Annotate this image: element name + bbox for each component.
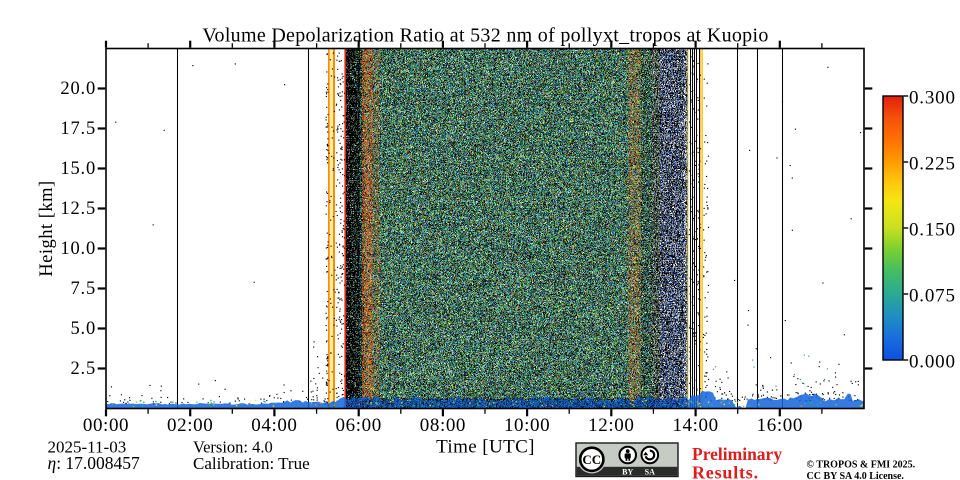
svg-text:20.0: 20.0	[60, 79, 96, 99]
svg-text:Results.: Results.	[692, 463, 759, 480]
svg-text:CC BY SA 4.0 License.: CC BY SA 4.0 License.	[807, 471, 905, 480]
svg-text:0.075: 0.075	[909, 286, 956, 307]
svg-text:Calibration: True: Calibration: True	[193, 454, 310, 473]
svg-text:BY: BY	[622, 468, 633, 477]
svg-text:0.150: 0.150	[909, 220, 956, 241]
svg-text:2025-11-03: 2025-11-03	[48, 437, 127, 456]
svg-text:Preliminary: Preliminary	[692, 444, 782, 464]
svg-text:10.0: 10.0	[60, 239, 96, 259]
svg-text:5.0: 5.0	[70, 319, 96, 339]
svg-text:2.5: 2.5	[70, 359, 96, 379]
svg-text:08:00: 08:00	[420, 415, 466, 436]
svg-text:17.5: 17.5	[60, 119, 96, 139]
svg-text:7.5: 7.5	[70, 279, 96, 299]
svg-text:Time [UTC]: Time [UTC]	[436, 437, 535, 458]
svg-text:12.5: 12.5	[60, 199, 96, 219]
svg-text:06:00: 06:00	[336, 415, 382, 436]
svg-text:Height [km]: Height [km]	[37, 180, 57, 276]
svg-text:η: 17.008457: η: 17.008457	[48, 453, 141, 473]
svg-text:10:00: 10:00	[504, 415, 550, 436]
svg-text:00:00: 00:00	[83, 415, 129, 436]
svg-text:12:00: 12:00	[588, 415, 634, 436]
svg-text:0.225: 0.225	[909, 154, 956, 175]
svg-text:Volume Depolarization Ratio at: Volume Depolarization Ratio at 532 nm of…	[202, 24, 768, 46]
svg-text:02:00: 02:00	[167, 415, 213, 436]
svg-text:SA: SA	[645, 468, 655, 477]
svg-text:16:00: 16:00	[757, 415, 803, 436]
svg-text:04:00: 04:00	[251, 415, 297, 436]
svg-text:0.000: 0.000	[909, 352, 956, 373]
svg-text:14:00: 14:00	[672, 415, 718, 436]
svg-text:Version: 4.0: Version: 4.0	[193, 437, 273, 456]
svg-text:CC: CC	[582, 452, 601, 467]
svg-text:15.0: 15.0	[60, 159, 96, 179]
svg-text:© TROPOS & FMI 2025.: © TROPOS & FMI 2025.	[807, 460, 916, 471]
svg-text:0.300: 0.300	[909, 88, 956, 109]
